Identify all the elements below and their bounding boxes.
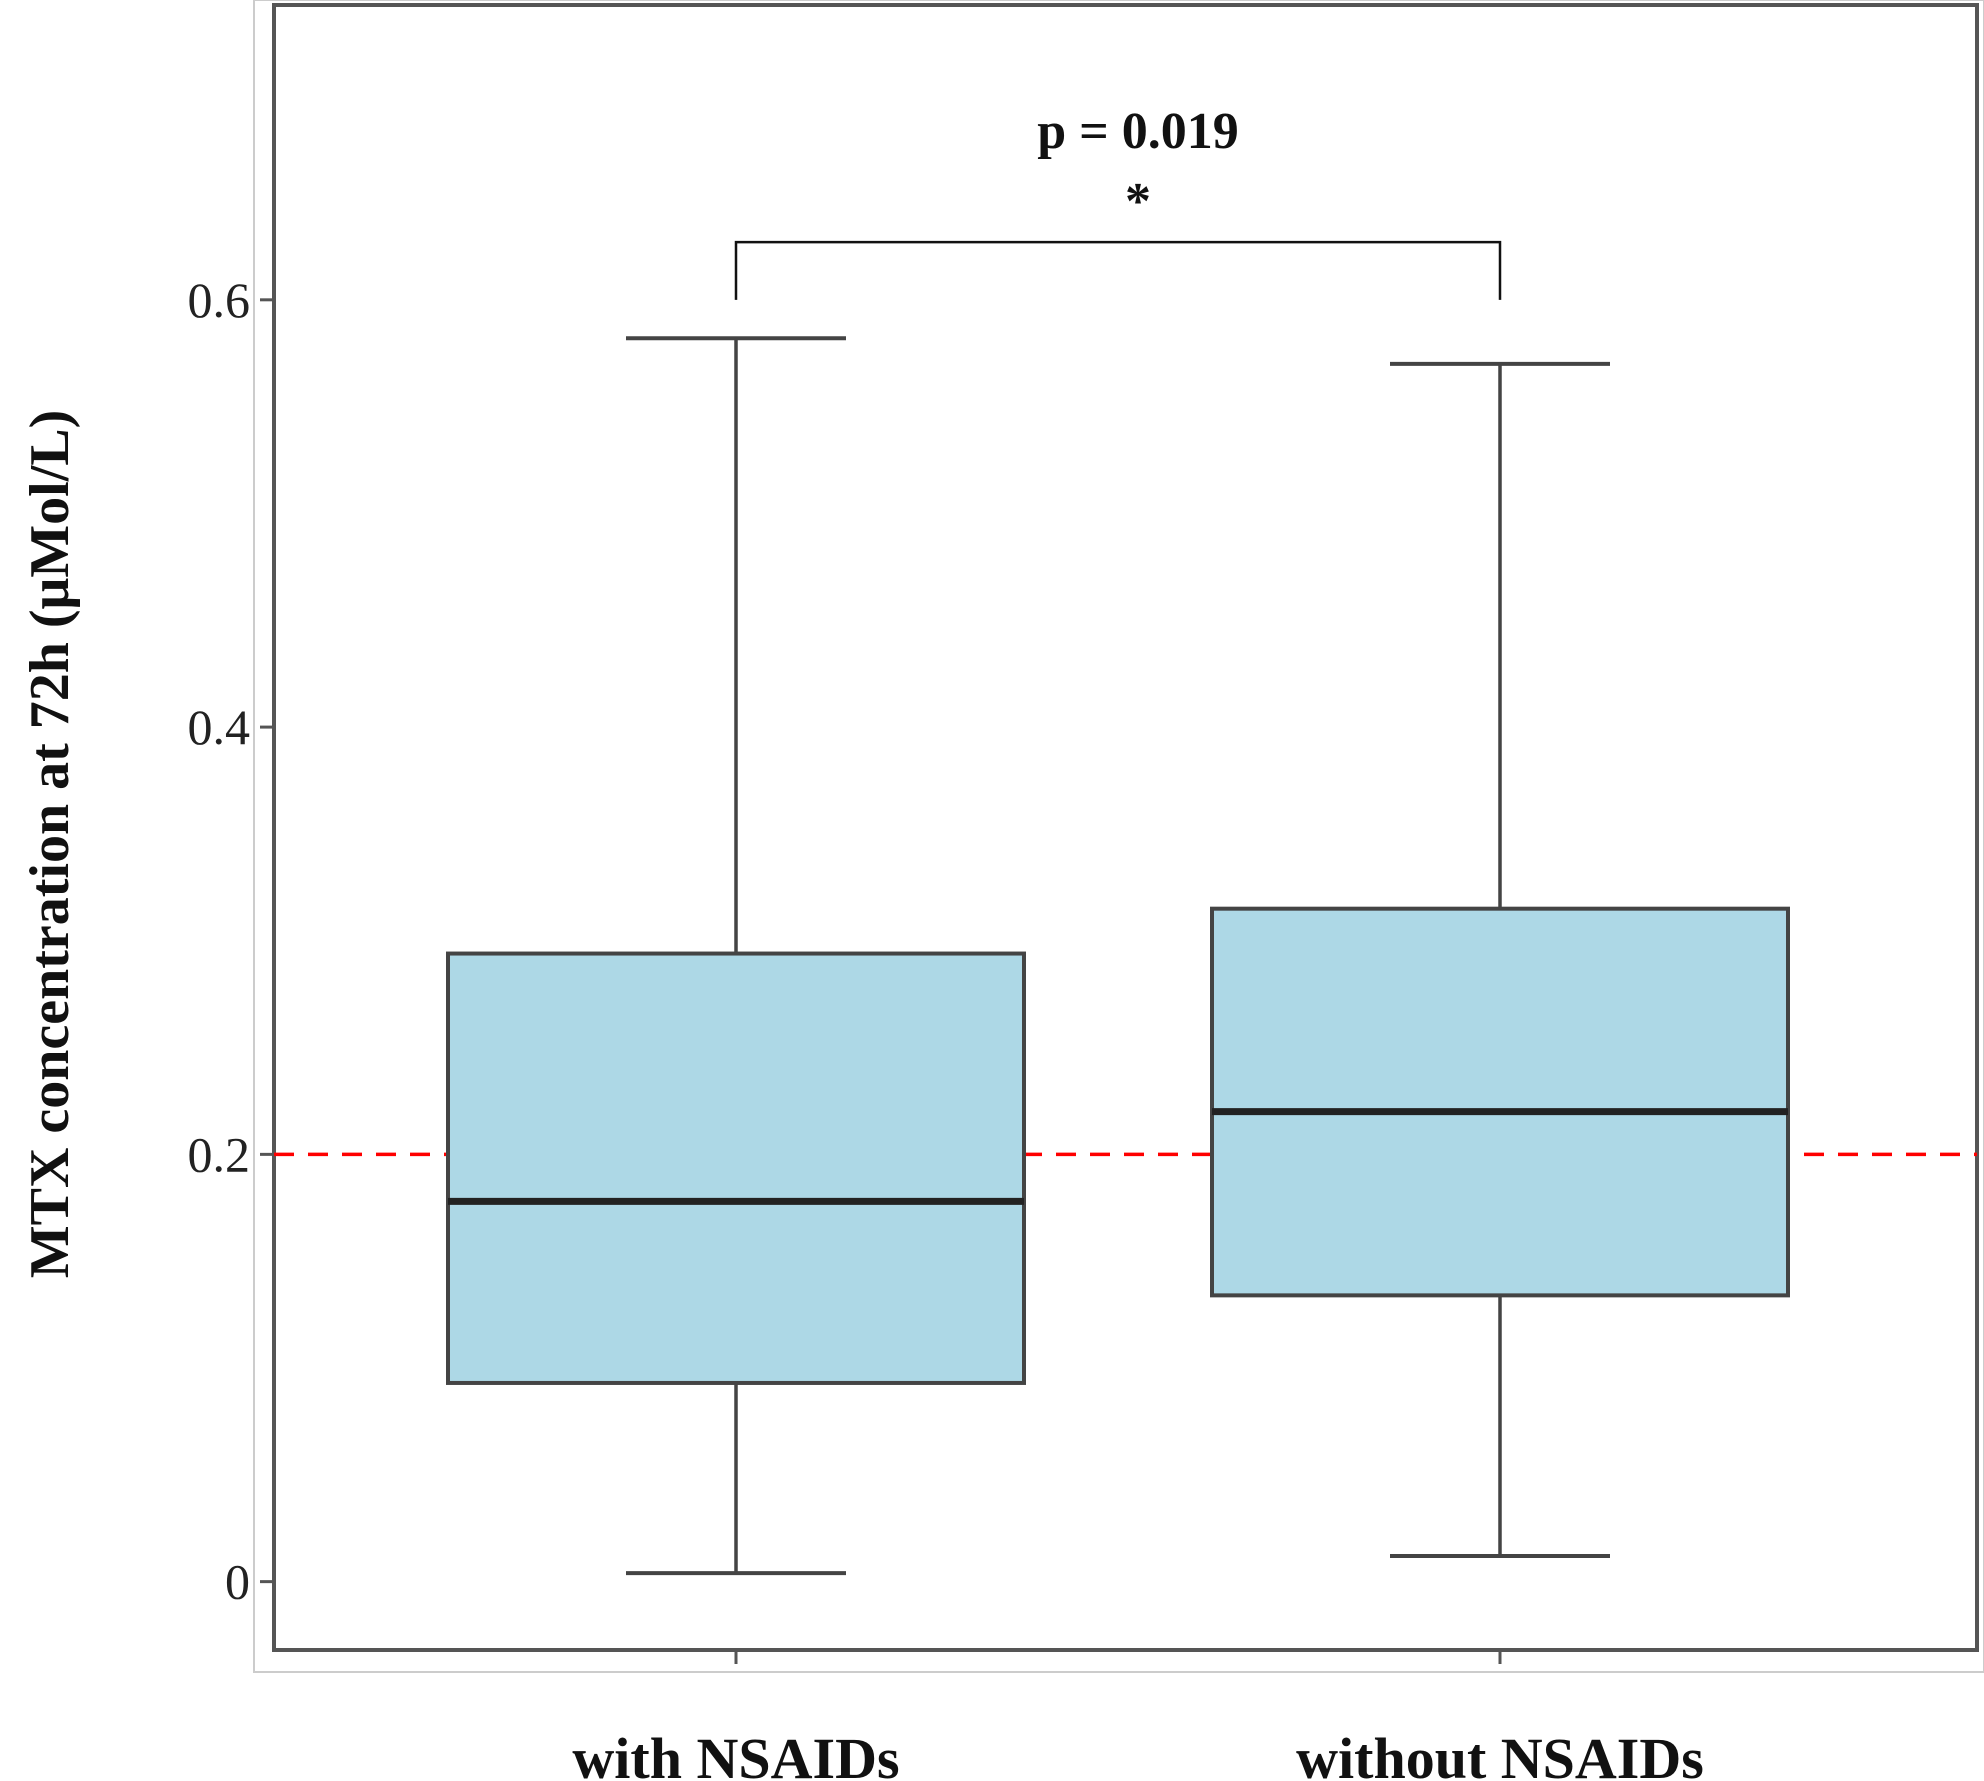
p-value-label: p = 0.019 — [1037, 103, 1239, 160]
box-layer — [446, 336, 1790, 1576]
iqr-box — [1210, 906, 1790, 1298]
significance-annotation: p = 0.019 * — [734, 103, 1502, 300]
significance-marker: * — [1125, 173, 1151, 230]
y-tick-label: 0.4 — [188, 699, 251, 755]
y-tick-label: 0.2 — [188, 1126, 251, 1182]
y-axis: 0 0.2 0.4 0.6 — [188, 272, 274, 1610]
significance-bracket — [734, 240, 1502, 300]
x-axis: with NSAIDs without NSAIDs — [572, 1650, 1704, 1781]
figure-frame — [253, 0, 1984, 1673]
plot-panel — [272, 3, 1979, 1652]
x-category-label: without NSAIDs — [1296, 1726, 1704, 1781]
iqr-box — [446, 951, 1026, 1385]
box-group — [1210, 361, 1790, 1558]
y-tick-label: 0 — [225, 1554, 250, 1610]
x-category-label: with NSAIDs — [572, 1726, 899, 1781]
y-axis-title: MTX concentration at 72h (μMol/L) — [19, 410, 81, 1279]
box-group — [446, 336, 1026, 1576]
y-tick-label: 0.6 — [188, 272, 251, 328]
